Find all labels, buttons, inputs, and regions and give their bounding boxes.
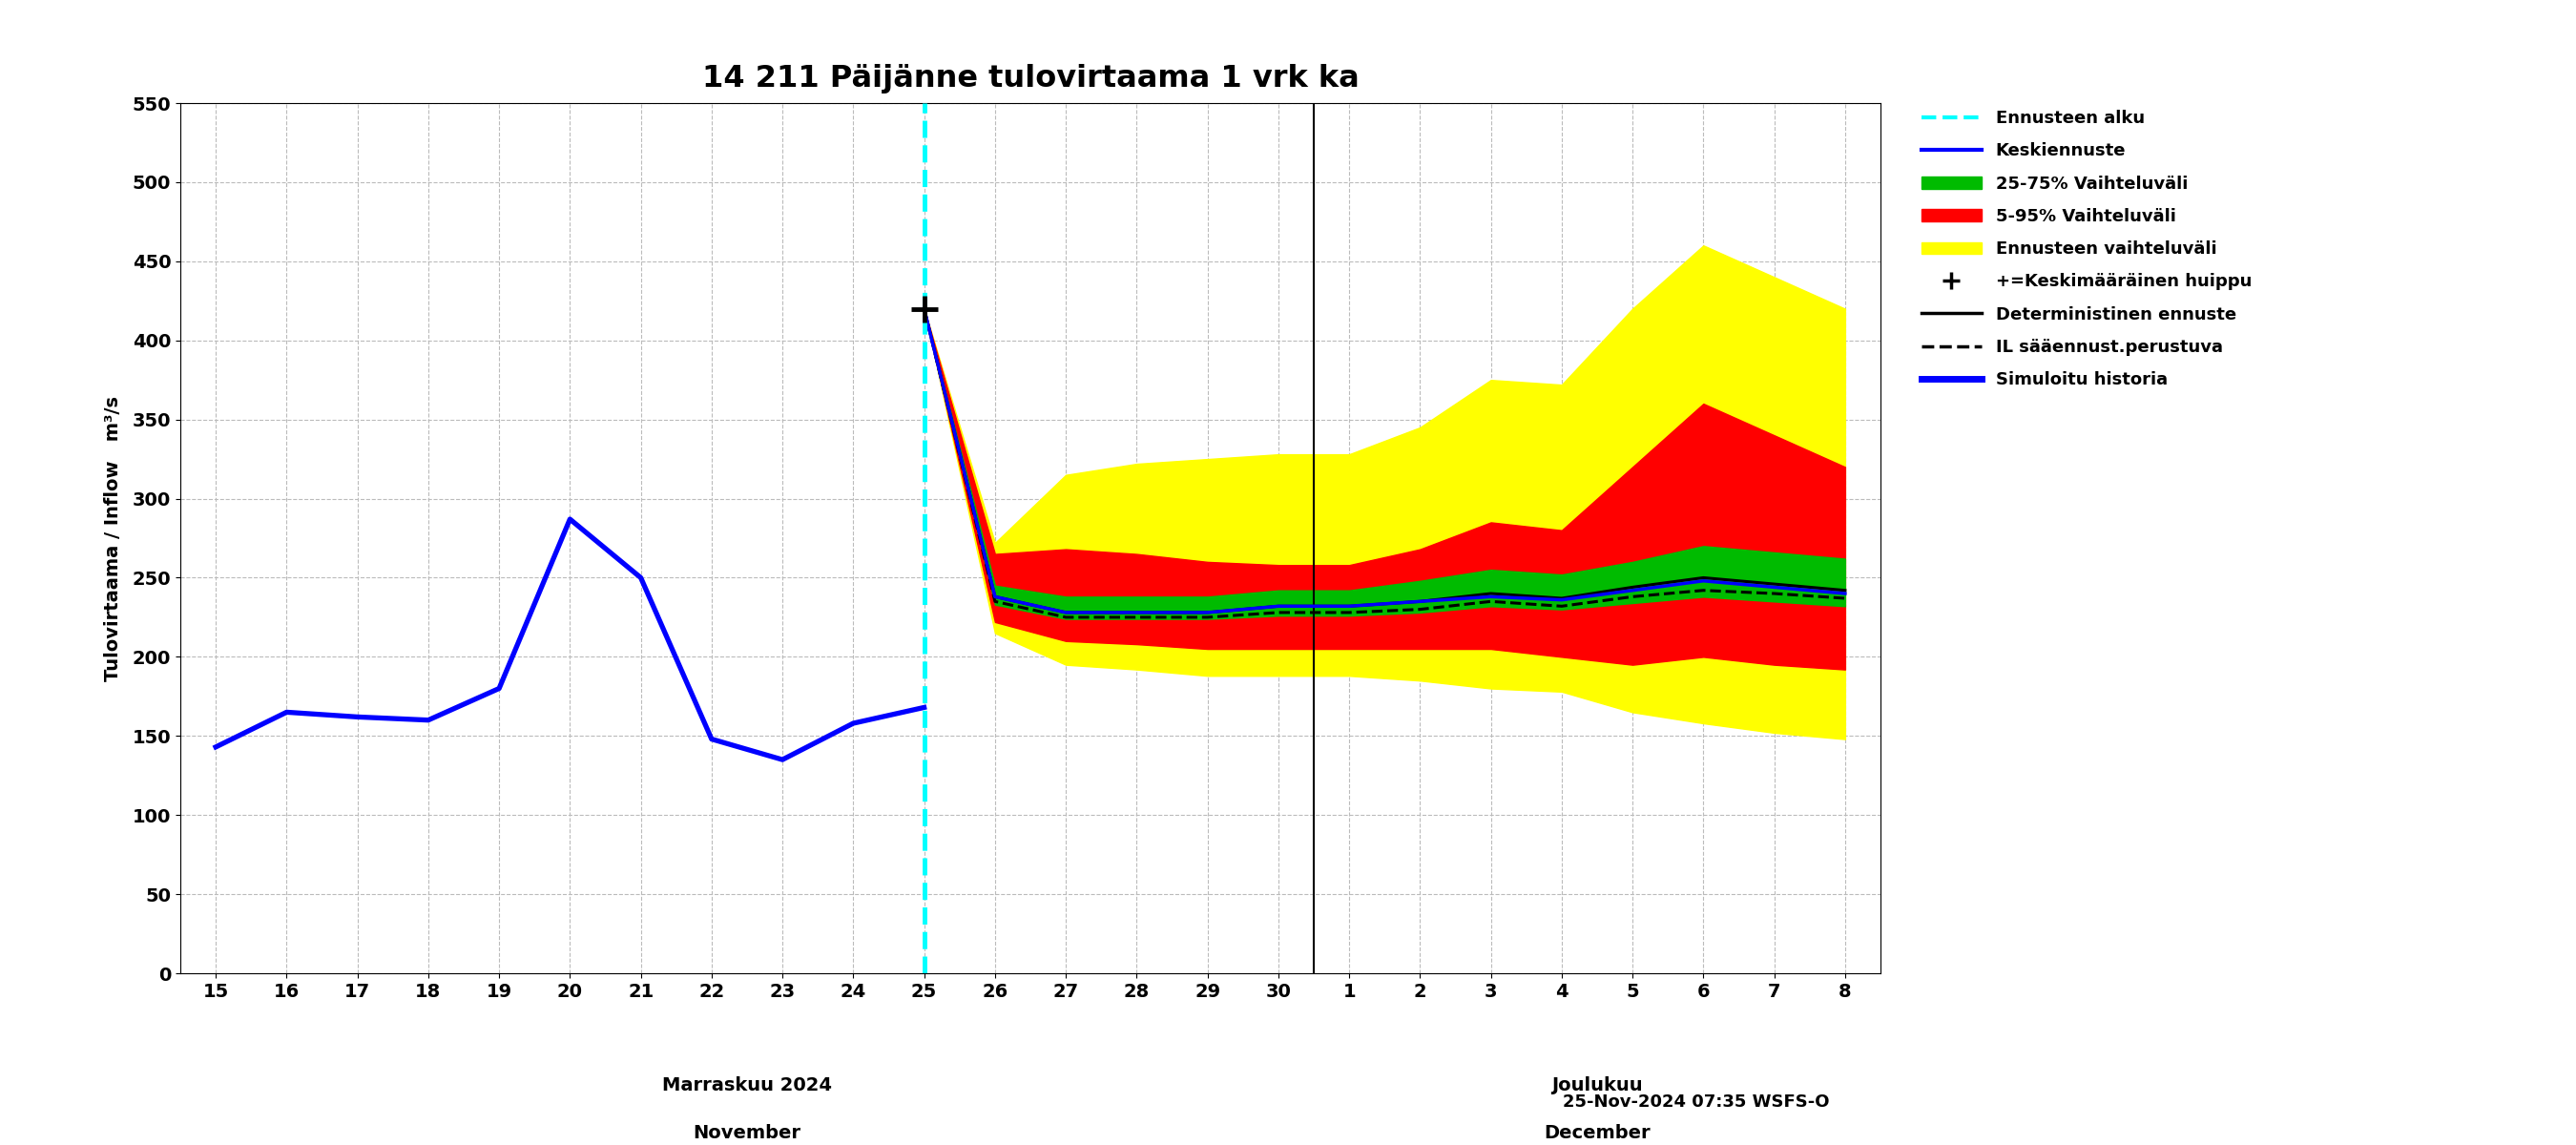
Text: 25-Nov-2024 07:35 WSFS-O: 25-Nov-2024 07:35 WSFS-O [1561, 1093, 1829, 1111]
Title: 14 211 Päijänne tulovirtaama 1 vrk ka: 14 211 Päijänne tulovirtaama 1 vrk ka [701, 64, 1360, 94]
Text: December: December [1543, 1123, 1651, 1142]
Y-axis label: Tulovirtaama / Inflow   m³/s: Tulovirtaama / Inflow m³/s [103, 395, 121, 681]
Text: Joulukuu: Joulukuu [1551, 1076, 1643, 1095]
Legend: Ennusteen alku, Keskiennuste, 25-75% Vaihteluväli, 5-95% Vaihteluväli, Ennusteen: Ennusteen alku, Keskiennuste, 25-75% Vai… [1914, 103, 2259, 395]
Text: November: November [693, 1123, 801, 1142]
Text: Marraskuu 2024: Marraskuu 2024 [662, 1076, 832, 1095]
